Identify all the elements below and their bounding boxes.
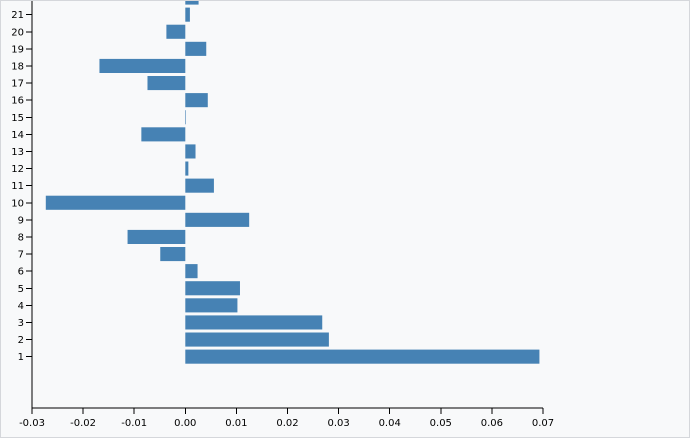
x-tick-label: 0.03 bbox=[327, 418, 349, 429]
x-tick-label: -0.02 bbox=[70, 418, 96, 429]
y-tick-label: 22 bbox=[11, 1, 24, 4]
x-tick-label: -0.03 bbox=[19, 418, 45, 429]
y-tick-label: 20 bbox=[11, 27, 24, 38]
y-tick-label: 19 bbox=[11, 44, 24, 55]
x-tick-label: 0.00 bbox=[174, 418, 196, 429]
y-tick-label: 1 bbox=[18, 352, 24, 363]
x-tick-label: 0.01 bbox=[225, 418, 247, 429]
bar-20 bbox=[166, 24, 186, 39]
bar-18 bbox=[99, 58, 186, 73]
x-axis: -0.03 -0.02 -0.01 0.00 0.01 0.02 0.03 0.04 0.05 0… bbox=[19, 407, 554, 429]
bar-1 bbox=[185, 349, 540, 364]
bar-12 bbox=[185, 161, 189, 176]
bar-21 bbox=[185, 7, 190, 22]
bar-2 bbox=[185, 332, 329, 347]
bar-16 bbox=[185, 93, 208, 108]
y-tick-label: 3 bbox=[18, 318, 24, 329]
bar-14 bbox=[141, 127, 186, 142]
bar-10 bbox=[45, 195, 186, 210]
x-tick-label: 0.07 bbox=[532, 418, 554, 429]
bar-19 bbox=[185, 41, 207, 56]
y-tick-label: 17 bbox=[11, 79, 24, 90]
y-tick-label: 7 bbox=[18, 250, 24, 261]
bar-9 bbox=[185, 212, 250, 227]
bar-11 bbox=[185, 178, 214, 193]
bars-group bbox=[45, 1, 540, 364]
y-tick-label: 18 bbox=[11, 61, 24, 72]
x-tick-label: 0.06 bbox=[481, 418, 503, 429]
y-tick-label: 9 bbox=[18, 215, 24, 226]
x-tick-label: -0.01 bbox=[121, 418, 147, 429]
bar-13 bbox=[185, 144, 196, 159]
y-tick-label: 13 bbox=[11, 147, 24, 158]
y-tick-label: 14 bbox=[11, 130, 24, 141]
y-tick-label: 11 bbox=[11, 181, 24, 192]
y-tick-label: 2 bbox=[18, 335, 24, 346]
bar-7 bbox=[160, 247, 186, 262]
y-axis: 12345678910111213141516171819202122 bbox=[11, 1, 33, 408]
bar-8 bbox=[127, 229, 186, 244]
bar-4 bbox=[185, 298, 238, 313]
bar-15 bbox=[185, 110, 186, 125]
x-tick-label: 0.02 bbox=[276, 418, 298, 429]
y-tick-label: 16 bbox=[11, 96, 24, 107]
bar-3 bbox=[185, 315, 323, 330]
y-tick-label: 21 bbox=[11, 10, 24, 21]
y-tick-label: 12 bbox=[11, 164, 24, 175]
y-tick-label: 4 bbox=[18, 301, 24, 312]
bar-17 bbox=[147, 76, 186, 91]
y-tick-label: 15 bbox=[11, 113, 24, 124]
x-tick-label: 0.05 bbox=[430, 418, 452, 429]
y-tick-label: 5 bbox=[18, 284, 24, 295]
y-tick-label: 10 bbox=[11, 198, 24, 209]
bar-5 bbox=[185, 281, 240, 296]
y-tick-label: 8 bbox=[18, 232, 24, 243]
bar-6 bbox=[185, 264, 198, 279]
bar-22 bbox=[185, 1, 199, 5]
x-tick-label: 0.04 bbox=[379, 418, 401, 429]
y-tick-label: 6 bbox=[18, 267, 24, 278]
